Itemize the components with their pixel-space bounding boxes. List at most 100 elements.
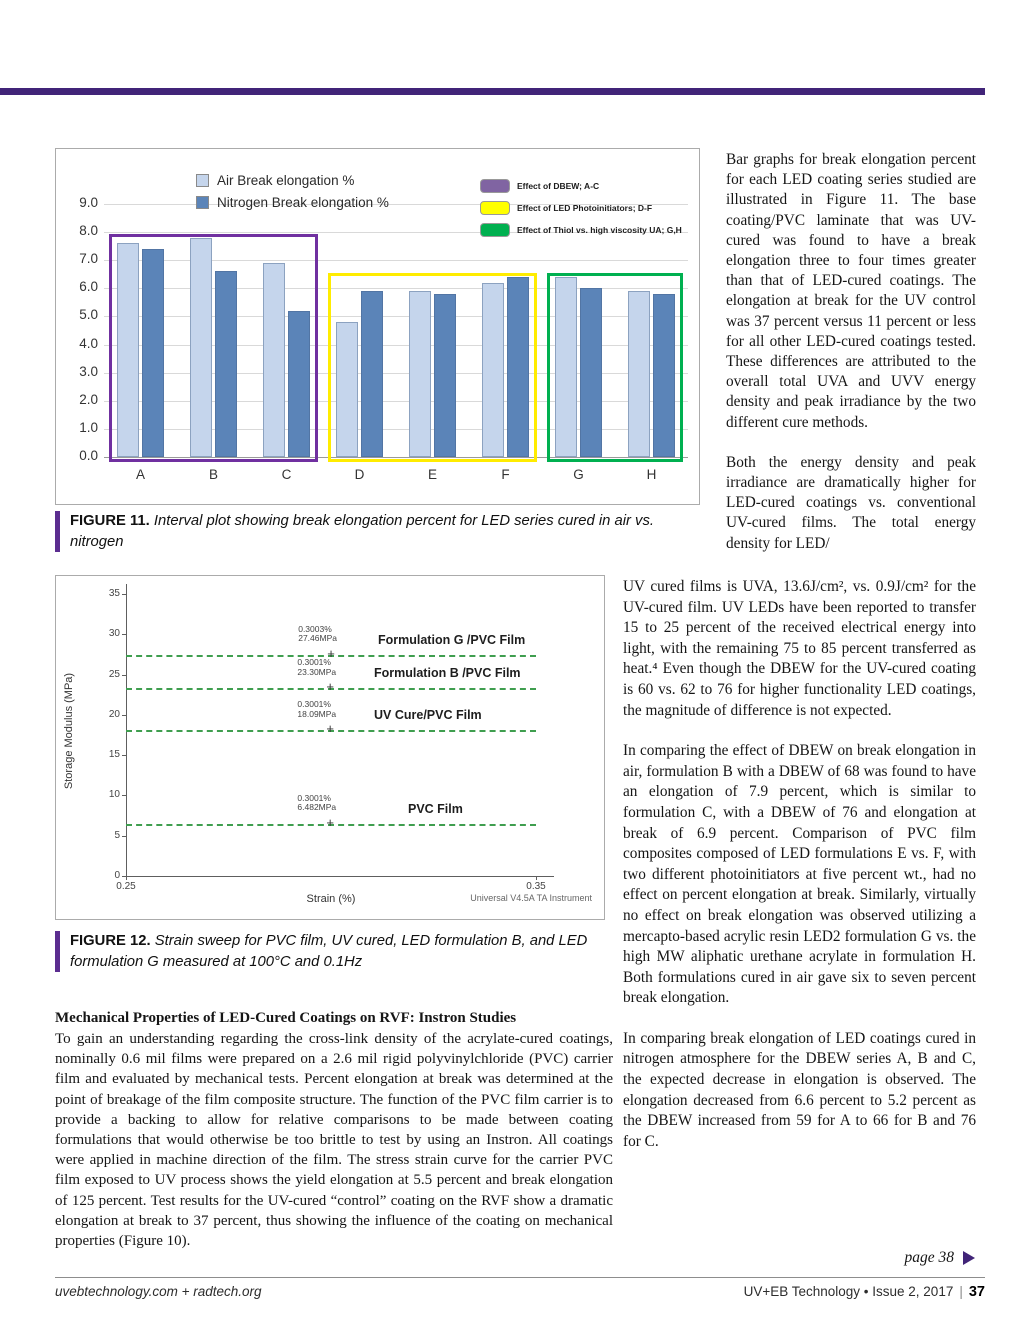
footer-journal-title: UV+EB Technology • Issue 2, 2017 (743, 1284, 954, 1299)
fig11-ytick-label: 5.0 (79, 307, 98, 323)
photoinitiators-label: Effect of LED Photoinitiators; D-F (517, 203, 653, 213)
fig12-ytick-label: 10 (108, 789, 120, 801)
photoinitiators-swatch (480, 201, 510, 215)
figure11-caption: FIGURE 11. Interval plot showing break e… (55, 511, 705, 552)
fig12-ytick-mark (122, 755, 126, 757)
group-legend-photoinitiators: Effect of LED Photoinitiators; D-F (480, 201, 696, 215)
fig11-gridline (104, 344, 688, 346)
fig11-bar-H-nitrogen (653, 293, 675, 457)
fig11-ytick-label: 9.0 (79, 195, 98, 210)
fig11-ytick-label: 8.0 (79, 223, 98, 239)
figure11-label: FIGURE 11. (70, 513, 150, 529)
next-page-label: page 38 (904, 1249, 954, 1266)
legend-item-nitrogen: Nitrogen Break elongation % (196, 195, 389, 210)
fig11-group-box-0 (109, 233, 318, 462)
paragraph-energy-density-start: Both the energy density and peak irradia… (726, 453, 976, 552)
fig12-x-axis-title: Strain (%) (306, 893, 356, 905)
fig12-ytick-mark (122, 876, 126, 877)
fig12-line-0 (126, 654, 536, 657)
footer-separator: | (959, 1284, 963, 1299)
fig12-ytick-label: 15 (108, 749, 120, 761)
fig12-marker-1: + (326, 679, 334, 695)
figure11-group-legend: Effect of DBEW; A-C Effect of LED Photoi… (480, 179, 696, 245)
figure11-caption-body: Interval plot showing break elongation p… (70, 513, 654, 550)
fig12-line-label-3: PVC Film (408, 801, 463, 816)
fig11-gridline (104, 232, 688, 234)
air-series-label: Air Break elongation % (217, 173, 355, 188)
fig11-category-label: A (135, 467, 145, 482)
fig12-ytick-label: 30 (108, 628, 120, 640)
fig12-xtick-label: 0.35 (526, 881, 546, 892)
figure11-caption-text: FIGURE 11. Interval plot showing break e… (70, 511, 705, 552)
caption-accent-bar (55, 511, 60, 552)
fig11-bar-A-nitrogen (142, 248, 164, 457)
paragraph-energy-density-continued: UV cured films is UVA, 13.6J/cm², vs. 0.… (623, 578, 976, 719)
dbew-swatch (480, 179, 510, 193)
fig12-ytick-label: 25 (108, 668, 120, 680)
footer-websites: uvebtechnology.com + radtech.org (55, 1284, 262, 1299)
figure11-series-legend: Air Break elongation % Nitrogen Break el… (196, 173, 389, 217)
left-body-section: Mechanical Properties of LED-Cured Coati… (55, 1008, 613, 1251)
fig12-plot: 0 5 10 15 20 25 30 35 0.25 0.35 Formulation G /PVC… (56, 576, 604, 919)
fig12-marker-3: + (326, 814, 334, 830)
footer-page-number: 37 (968, 1284, 985, 1300)
fig11-category-label: C (281, 467, 292, 482)
fig12-marker-0: + (327, 645, 335, 661)
fig11-bar-D-nitrogen (361, 291, 383, 457)
fig11-bar-A-air (117, 243, 139, 457)
fig12-ytick-mark (122, 594, 126, 595)
fig12-xtick-mark (126, 876, 127, 880)
fig12-marker-2: + (326, 721, 334, 737)
footer-journal-info: UV+EB Technology • Issue 2, 2017 | 37 (744, 1284, 985, 1300)
fig11-category-label: E (427, 467, 437, 482)
fig11-group-box-2 (547, 272, 683, 462)
fig12-annotation-3: 0.3001% 6.482MPa (297, 792, 337, 813)
fig12-line-1 (126, 688, 536, 691)
forward-triangle-icon (963, 1251, 975, 1265)
fig12-ytick-label: 35 (108, 588, 120, 599)
section-heading: Mechanical Properties of LED-Cured Coati… (55, 1010, 517, 1026)
fig11-gridline (104, 260, 688, 262)
figure12-label: FIGURE 12. (70, 933, 151, 949)
fig12-ytick-mark (122, 835, 126, 837)
fig11-bar-E-nitrogen (434, 293, 456, 457)
fig11-bar-C-nitrogen (288, 310, 310, 457)
page-footer: uvebtechnology.com + radtech.org UV+EB T… (55, 1284, 985, 1300)
fig11-ytick-label: 3.0 (79, 363, 98, 379)
paragraph-nitrogen-comparison: In comparing break elongation of LED coa… (623, 1029, 976, 1150)
paragraph-bar-graphs: Bar graphs for break elongation percent … (726, 151, 976, 431)
fig12-annotation-2: 0.3001% 18.09MPa (297, 699, 337, 719)
fig11-ytick-label: 0.0 (79, 448, 98, 463)
fig12-line-label-0: Formulation G /PVC Film (378, 632, 526, 647)
fig11-ytick-label: 6.0 (79, 279, 98, 295)
fig12-line-2 (126, 730, 536, 733)
paragraph-instron-studies: To gain an understanding regarding the c… (55, 1031, 613, 1250)
fig11-gridline (104, 400, 688, 402)
fig12-xtick-label: 0.25 (116, 881, 136, 892)
fig11-bar-G-nitrogen (580, 288, 602, 457)
right-column-narrow: Bar graphs for break elongation percent … (726, 150, 976, 574)
fig12-annotation-1: 0.3001% 23.30MPa (297, 657, 337, 677)
fig11-gridline (104, 316, 688, 318)
fig12-ytick-mark (122, 674, 126, 676)
fig11-bar-G-air (555, 277, 577, 457)
top-accent-bar (0, 88, 985, 95)
fig11-plot: 0.0 1.0 2.0 3.0 4.0 5.0 6.0 7.0 8.0 9.0 A B C D E F G H (56, 149, 699, 504)
fig11-ytick-label: 1.0 (79, 419, 98, 435)
fig12-xtick-mark (536, 876, 537, 880)
fig11-group-box-1 (328, 272, 537, 462)
air-series-swatch (196, 174, 209, 187)
legend-item-air: Air Break elongation % (196, 173, 389, 188)
caption-accent-bar (55, 931, 60, 972)
fig12-ytick-mark (122, 634, 126, 636)
fig12-y-axis (126, 584, 127, 876)
nitrogen-series-swatch (196, 196, 209, 209)
fig11-gridline (104, 372, 688, 374)
fig11-gridline (104, 428, 688, 430)
fig11-ytick-label: 7.0 (79, 251, 98, 267)
fig11-bar-H-air (628, 291, 650, 457)
fig12-ytick-label: 0 (114, 870, 120, 881)
footer-divider (55, 1277, 985, 1278)
fig11-bar-E-air (409, 291, 431, 457)
fig11-ytick-label: 2.0 (79, 391, 98, 407)
